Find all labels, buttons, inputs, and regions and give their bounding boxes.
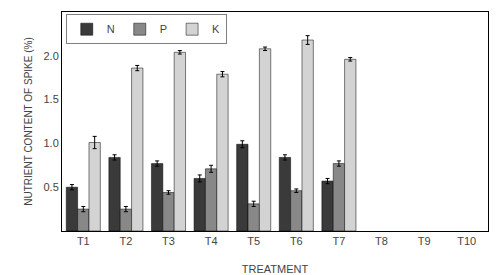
svg-text:T7: T7 — [332, 235, 345, 247]
svg-text:2.0: 2.0 — [44, 50, 59, 62]
svg-text:T1: T1 — [77, 235, 90, 247]
svg-text:1.0: 1.0 — [44, 137, 59, 149]
svg-text:NUTRIENT CONTENT OF SPIKE (%): NUTRIENT CONTENT OF SPIKE (%) — [23, 37, 34, 206]
svg-text:T8: T8 — [375, 235, 388, 247]
svg-text:T5: T5 — [247, 235, 260, 247]
svg-text:1.5: 1.5 — [44, 93, 59, 105]
svg-text:T4: T4 — [205, 235, 218, 247]
svg-text:T3: T3 — [162, 235, 175, 247]
svg-text:K: K — [212, 23, 220, 35]
svg-text:P: P — [160, 23, 167, 35]
svg-text:TREATMENT: TREATMENT — [242, 263, 309, 275]
svg-text:T6: T6 — [290, 235, 303, 247]
svg-text:0.5: 0.5 — [44, 181, 59, 193]
svg-text:T10: T10 — [457, 235, 476, 247]
svg-text:N: N — [107, 23, 115, 35]
svg-text:T2: T2 — [119, 235, 132, 247]
svg-text:T9: T9 — [418, 235, 431, 247]
